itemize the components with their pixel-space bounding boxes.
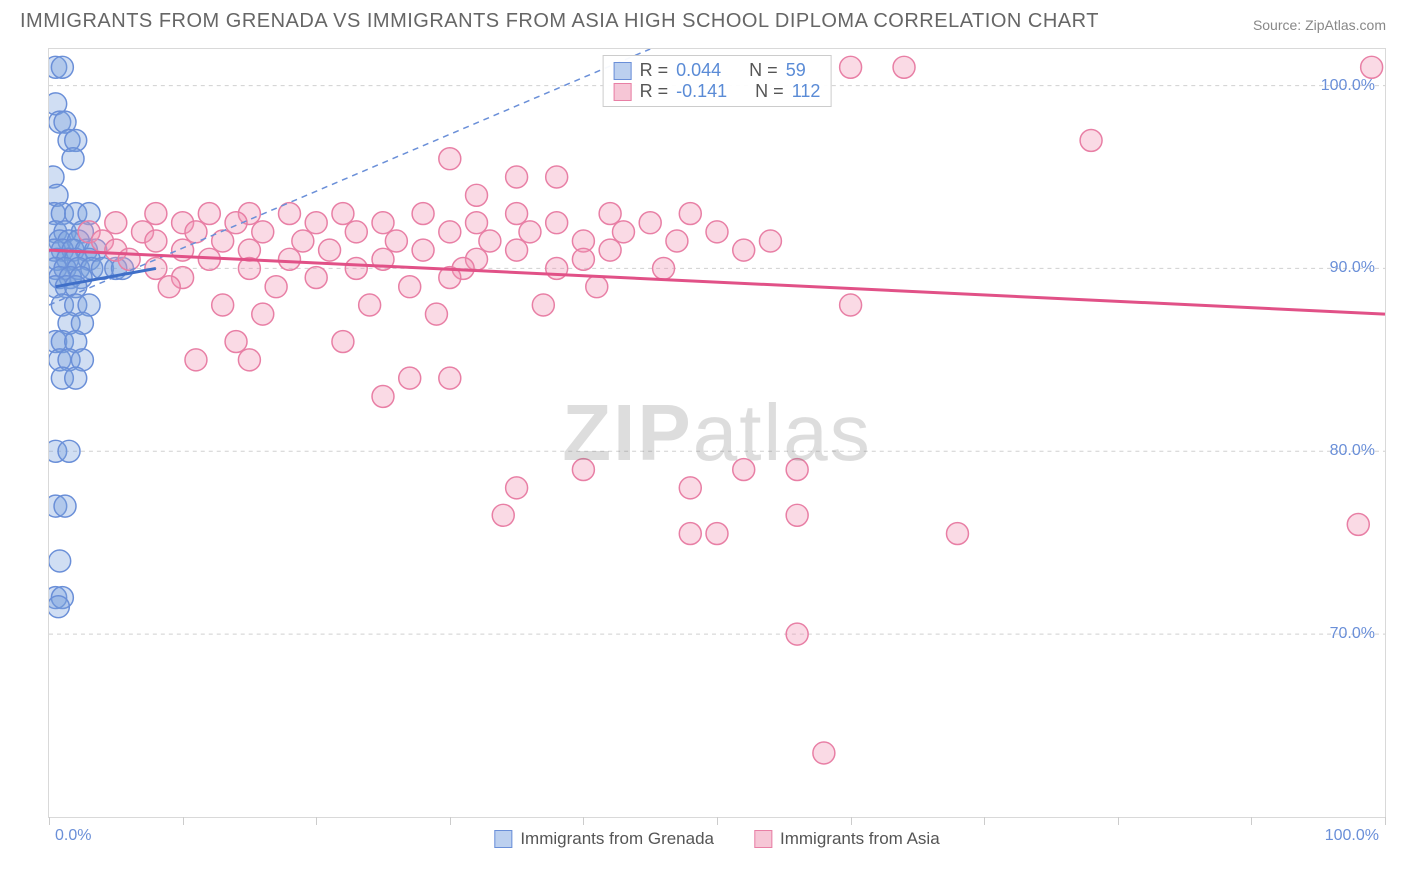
x-tick	[1118, 817, 1119, 825]
legend-label: Immigrants from Grenada	[520, 829, 714, 849]
swatch-icon	[754, 830, 772, 848]
y-tick-label: 90.0%	[1330, 259, 1375, 277]
stats-row: R = 0.044 N = 59	[614, 60, 821, 81]
source-label: Source: ZipAtlas.com	[1253, 17, 1386, 33]
x-axis-max-label: 100.0%	[1325, 827, 1379, 845]
x-tick	[984, 817, 985, 825]
n-value: 112	[792, 81, 821, 102]
x-tick	[450, 817, 451, 825]
r-label: R =	[640, 60, 669, 81]
x-tick	[316, 817, 317, 825]
stats-row: R = -0.141 N = 112	[614, 81, 821, 102]
r-label: R =	[640, 81, 669, 102]
chart-title: IMMIGRANTS FROM GRENADA VS IMMIGRANTS FR…	[20, 10, 1099, 33]
legend-item: Immigrants from Asia	[754, 829, 940, 849]
r-value: -0.141	[676, 81, 727, 102]
x-axis-min-label: 0.0%	[55, 827, 91, 845]
bottom-legend: Immigrants from Grenada Immigrants from …	[494, 829, 939, 849]
y-tick-label: 70.0%	[1330, 625, 1375, 643]
n-label: N =	[749, 60, 778, 81]
swatch-icon	[494, 830, 512, 848]
swatch-icon	[614, 83, 632, 101]
n-label: N =	[755, 81, 784, 102]
x-tick	[183, 817, 184, 825]
title-bar: IMMIGRANTS FROM GRENADA VS IMMIGRANTS FR…	[0, 0, 1406, 39]
x-tick	[1385, 817, 1386, 825]
y-tick-label: 80.0%	[1330, 442, 1375, 460]
legend-label: Immigrants from Asia	[780, 829, 940, 849]
chart-area: ZIPatlas R = 0.044 N = 59 R = -0.141 N =…	[48, 48, 1386, 818]
n-value: 59	[786, 60, 806, 81]
x-tick	[49, 817, 50, 825]
scatter-plot-svg	[49, 49, 1385, 817]
swatch-icon	[614, 62, 632, 80]
r-value: 0.044	[676, 60, 721, 81]
x-tick	[717, 817, 718, 825]
x-tick	[583, 817, 584, 825]
y-tick-label: 100.0%	[1321, 77, 1375, 95]
x-tick	[1251, 817, 1252, 825]
stats-legend-box: R = 0.044 N = 59 R = -0.141 N = 112	[603, 55, 832, 107]
legend-item: Immigrants from Grenada	[494, 829, 714, 849]
x-tick	[851, 817, 852, 825]
